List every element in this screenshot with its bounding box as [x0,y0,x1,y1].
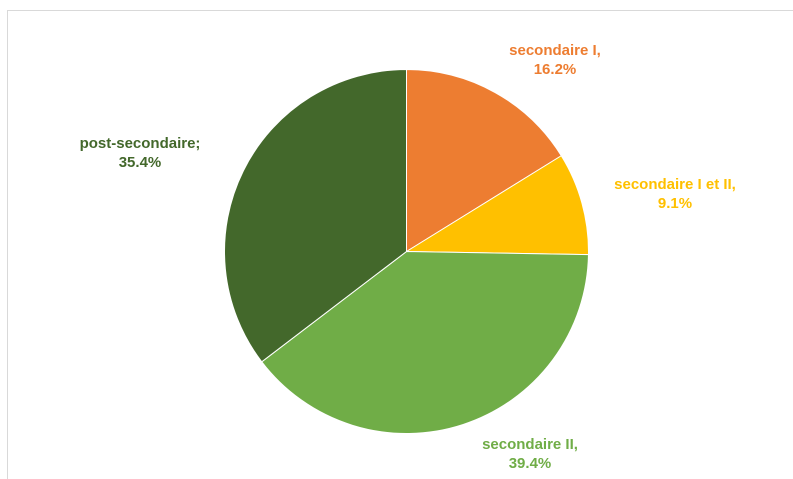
chart-border-top [7,10,793,11]
pie-slice-secondaire-ii [261,250,589,434]
data-label-secondaire-i: secondaire I, 16.2% [470,41,640,79]
data-label-secondaire-i-value: 16.2% [533,61,577,78]
data-label-secondaire-ii-name: secondaire II, [482,436,578,453]
data-label-secondaire-i-et-ii: secondaire I et II, 9.1% [580,175,770,213]
data-label-post-secondaire-value: 35.4% [118,154,162,171]
data-label-post-secondaire: post-secondaire; 35.4% [50,134,230,172]
pie-slice-post-secondaire [224,68,407,363]
pie-slice-secondaire-i-et-ii [404,155,589,256]
chart-border-left [7,10,8,479]
data-label-secondaire-i-et-ii-name: secondaire I et II, [614,176,736,193]
data-label-secondaire-ii-value: 39.4% [508,455,552,472]
data-label-post-secondaire-name: post-secondaire; [79,135,201,152]
data-label-secondaire-ii: secondaire II, 39.4% [455,435,605,473]
pie-slice-secondaire-i [406,68,562,253]
data-label-secondaire-i-et-ii-value: 9.1% [657,195,693,212]
data-label-secondaire-i-name: secondaire I, [509,42,601,59]
